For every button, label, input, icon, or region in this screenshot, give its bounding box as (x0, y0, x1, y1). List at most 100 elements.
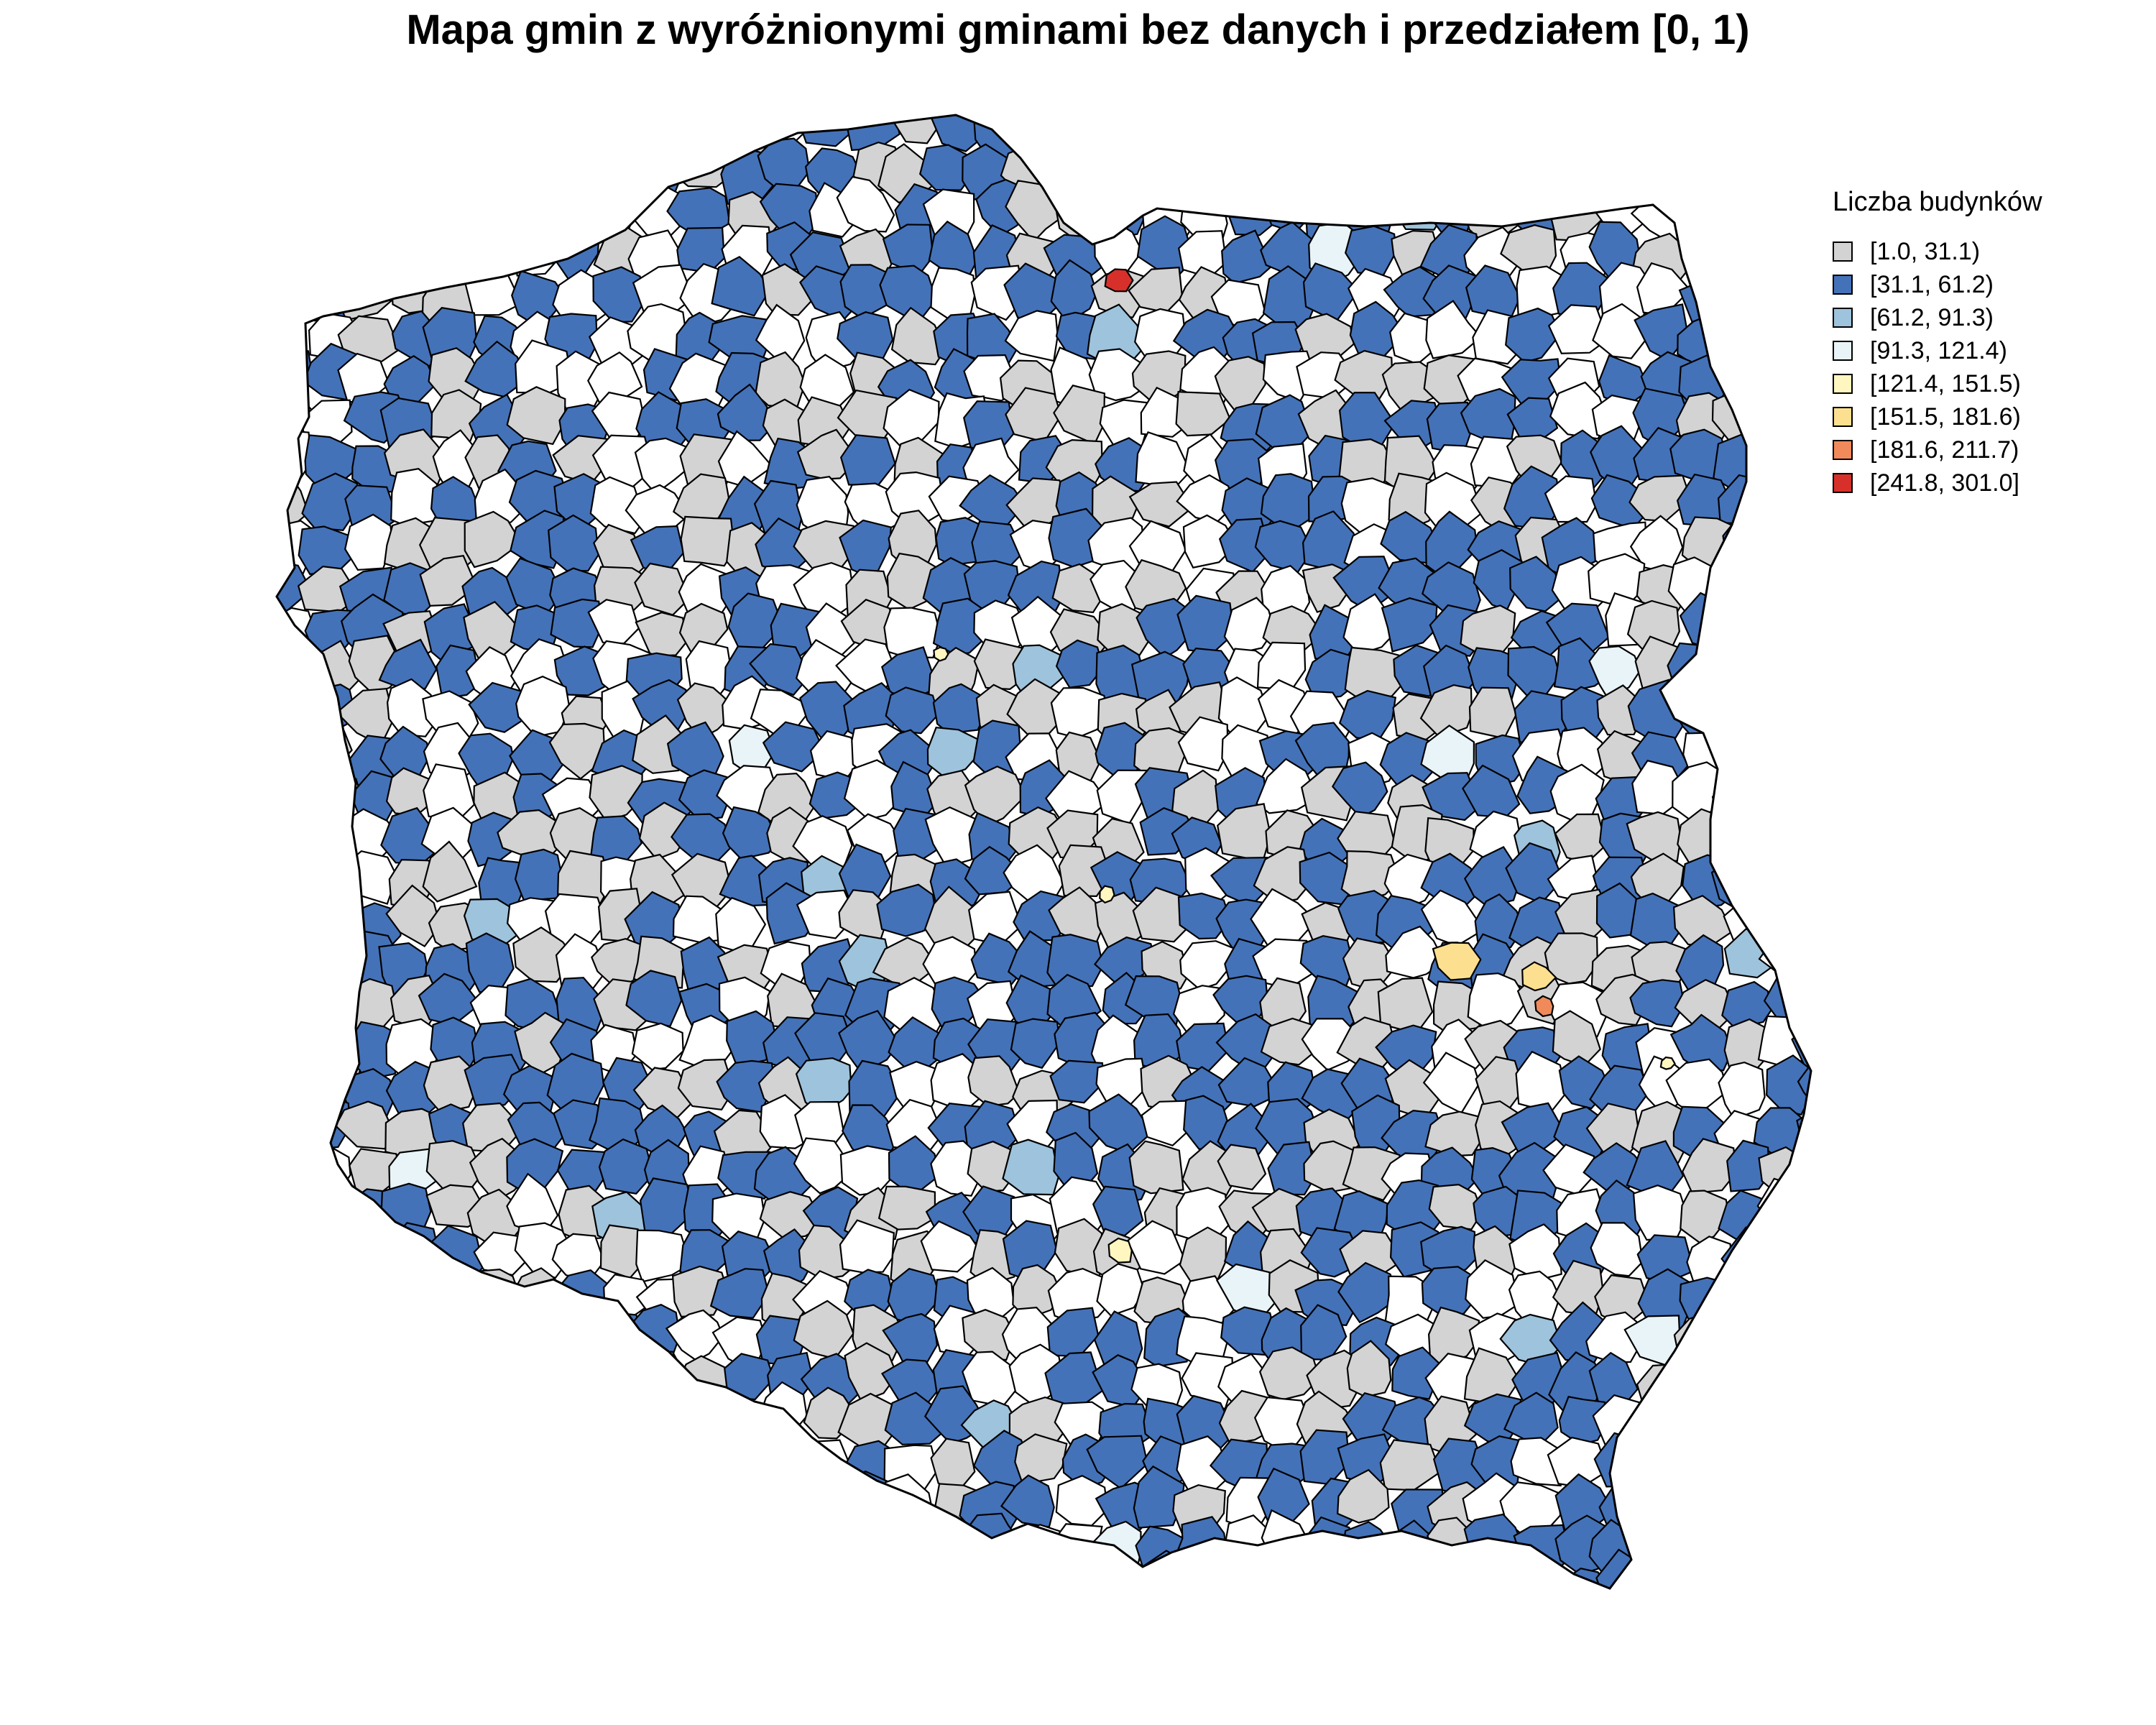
gmina-polygon (1881, 648, 1919, 692)
gmina-polygon (1720, 1529, 1776, 1583)
gmina-polygon (1835, 1233, 1896, 1287)
gmina-polygon (1544, 932, 1598, 985)
gmina-polygon (1841, 1187, 1896, 1246)
gmina-polygon (461, 1486, 512, 1540)
gmina-polygon (674, 1473, 724, 1537)
gmina-polygon (1806, 1311, 1811, 1368)
gmina-polygon (1845, 594, 1901, 655)
gmina-polygon (1751, 316, 1809, 367)
gmina-polygon (506, 386, 566, 446)
gmina-polygon (1595, 1602, 1646, 1632)
gmina-polygon (1223, 597, 1275, 655)
gmina-polygon (1846, 893, 1891, 952)
gmina-polygon (1808, 764, 1811, 827)
gmina-polygon (514, 1011, 571, 1075)
gmina-polygon (422, 1445, 479, 1496)
gmina-polygon (511, 1607, 561, 1632)
gmina-polygon (1676, 1435, 1729, 1488)
legend-label: [1.0, 31.1) (1870, 237, 1981, 265)
gmina-polygon (390, 468, 440, 527)
gmina-polygon (918, 144, 972, 191)
gmina-polygon (460, 1310, 525, 1364)
gmina-polygon (277, 681, 310, 734)
gmina-polygon (1844, 1475, 1903, 1532)
gmina-polygon (277, 1560, 323, 1588)
gmina-polygon (1221, 229, 1276, 285)
gmina-polygon (762, 721, 825, 773)
gmina-polygon (331, 1392, 391, 1441)
gmina-polygon (548, 722, 606, 780)
gmina-polygon (1267, 1141, 1317, 1196)
gmina-polygon (1058, 844, 1112, 898)
gmina-polygon (1381, 1606, 1433, 1632)
gmina-polygon (1087, 115, 1146, 164)
gmina-polygon (296, 1264, 353, 1321)
gmina-polygon (597, 140, 645, 201)
gmina-polygon (1848, 939, 1900, 996)
gmina-polygon (1764, 1302, 1811, 1363)
gmina-polygon (1847, 1559, 1897, 1614)
gmina-polygon (669, 1512, 727, 1572)
legend-item: [241.8, 301.0] (1833, 466, 2134, 500)
gmina-polygon (277, 638, 318, 694)
gmina-polygon (1886, 1444, 1919, 1499)
gmina-polygon (631, 1022, 684, 1071)
gmina-polygon (625, 1516, 684, 1570)
gmina-polygon (754, 1552, 818, 1588)
gmina-polygon (1716, 1476, 1769, 1531)
gmina-polygon (585, 1345, 650, 1397)
gmina-polygon (594, 1383, 648, 1444)
gmina-polygon (341, 135, 402, 193)
gmina-polygon (520, 1436, 573, 1491)
gmina-polygon (1714, 1604, 1770, 1632)
gmina-polygon (1716, 221, 1765, 280)
gmina-polygon (310, 1353, 359, 1408)
gmina-polygon (1259, 141, 1314, 198)
gmina-polygon (591, 1561, 647, 1588)
gmina-polygon (1852, 1261, 1903, 1320)
gmina-polygon (1792, 602, 1811, 651)
gmina-polygon (381, 1399, 432, 1456)
gmina-polygon (1004, 310, 1059, 362)
gmina-polygon (1250, 1560, 1304, 1588)
gmina-polygon (1219, 115, 1279, 160)
gmina-polygon (1720, 647, 1780, 708)
gmina-polygon (1054, 1523, 1103, 1572)
gmina-polygon (1892, 611, 1919, 665)
gmina-polygon (1888, 553, 1919, 606)
gmina-polygon (429, 1482, 488, 1539)
gmina-polygon (1266, 115, 1313, 162)
gmina-polygon (709, 1268, 770, 1319)
gmina-polygon (796, 428, 858, 480)
gmina-polygon (1752, 142, 1810, 193)
gmina-polygon (277, 1180, 318, 1231)
gmina-polygon (876, 883, 939, 937)
gmina-polygon (513, 1466, 573, 1523)
gmina-polygon (1898, 1103, 1920, 1159)
gmina-polygon (298, 144, 356, 203)
gmina-polygon-highlight (1534, 995, 1554, 1018)
gmina-polygon (761, 263, 819, 316)
gmina-polygon (1890, 1529, 1919, 1574)
gmina-polygon (1886, 1145, 1919, 1195)
gmina-polygon (1012, 1264, 1064, 1320)
gmina-polygon (1796, 1106, 1811, 1157)
gmina-polygon (291, 1475, 352, 1528)
gmina-polygon (512, 1358, 563, 1412)
gmina-polygon (1634, 1561, 1686, 1588)
gmina-polygon (1759, 1511, 1811, 1564)
gmina-polygon (1876, 1310, 1919, 1361)
gmina-polygon (834, 1470, 895, 1524)
gmina-polygon (1667, 1558, 1731, 1588)
gmina-polygon (1841, 1434, 1899, 1497)
gmina-polygon (277, 1231, 314, 1283)
gmina-polygon (1097, 1565, 1160, 1588)
gmina-polygon (385, 884, 441, 948)
gmina-polygon (1088, 348, 1148, 402)
gmina-polygon (1173, 115, 1240, 160)
gmina-polygon (1792, 115, 1811, 162)
gmina-polygon (430, 1570, 483, 1588)
gmina-polygon (630, 1434, 695, 1494)
gmina-polygon (277, 719, 318, 773)
gmina-polygon (885, 115, 941, 144)
